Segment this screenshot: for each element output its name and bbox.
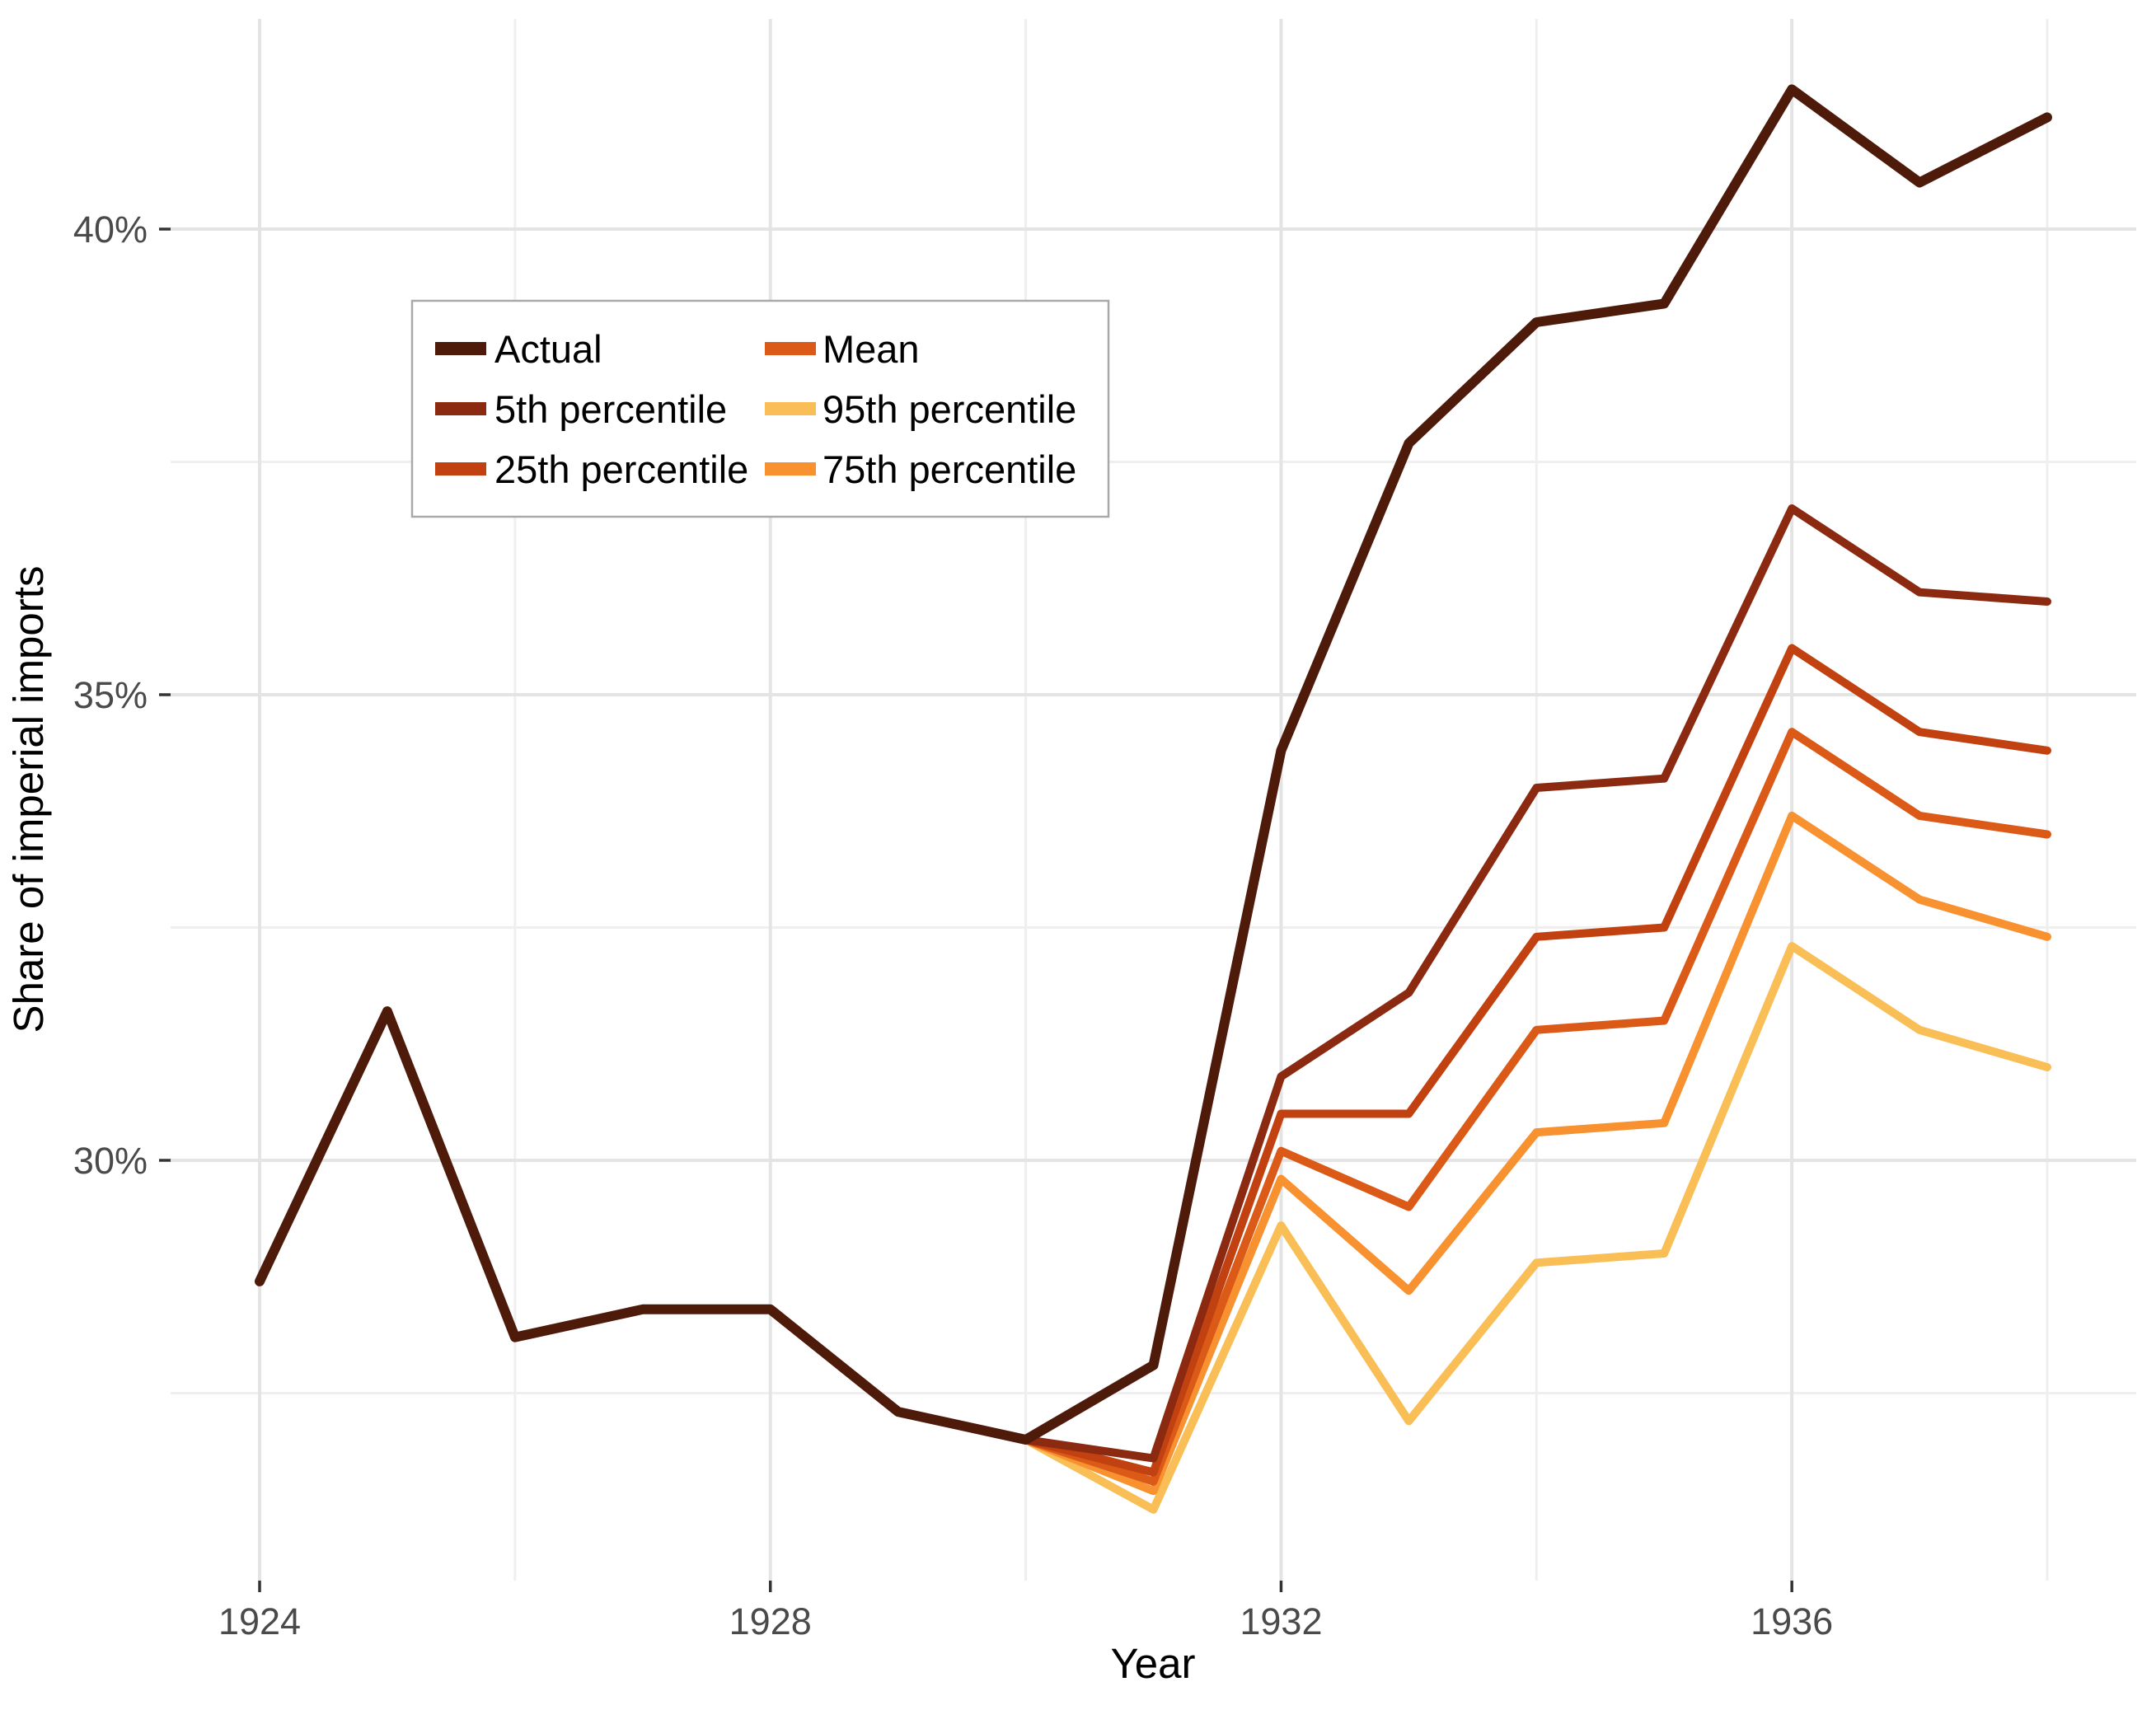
legend-label-mean: Mean [823,327,920,371]
legend-label-actual: Actual [494,327,602,371]
series-line-actual [255,84,2052,1445]
y-axis-tick-label: 30% [73,1140,148,1182]
legend-key-75th-percentile [765,462,816,476]
legend-label-95th-percentile: 95th percentile [823,387,1076,431]
legend-label-75th-percentile: 75th percentile [823,447,1076,491]
x-axis-title: Year [1110,1640,1195,1687]
y-axis-title: Share of imperial imports [5,566,52,1033]
legend-label-25th-percentile: 25th percentile [494,447,748,491]
data-series-lines [255,84,2052,1514]
x-axis-tick-label: 1932 [1240,1600,1322,1642]
axis-ticks [159,227,1793,1592]
x-axis-tick-label: 1928 [729,1600,812,1642]
legend-key-actual [435,342,486,355]
legend-key-mean [765,342,816,355]
series-line-mean [1021,728,2051,1486]
series-line-5th-percentile [1021,504,2051,1463]
y-axis-tick-label: 35% [73,674,148,716]
legend: Actual Mean 5th percentile 95th percenti… [410,299,1110,518]
series-line-75th-percentile [1021,811,2051,1496]
series-line-25th-percentile [1021,644,2051,1477]
y-axis-tick-label: 40% [73,208,148,251]
legend-box [410,299,1110,518]
legend-label-5th-percentile: 5th percentile [494,387,727,431]
axis-tick-labels: 1924 1928 1932 1936 40% 35% 30% [73,208,1833,1642]
legend-key-5th-percentile [435,402,486,415]
major-gridlines [171,19,2136,1581]
x-axis-tick-label: 1924 [218,1600,301,1642]
legend-key-25th-percentile [435,462,486,476]
legend-key-95th-percentile [765,402,816,415]
series-line-95th-percentile [1021,942,2051,1514]
x-axis-tick-label: 1936 [1751,1600,1833,1642]
